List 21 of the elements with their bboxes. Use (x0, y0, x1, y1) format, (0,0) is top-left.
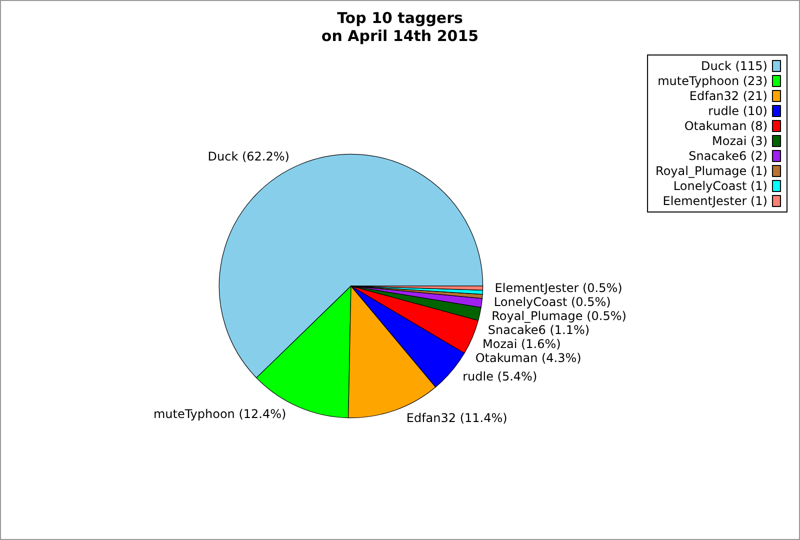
data-label: LonelyCoast (0.5%) (494, 295, 611, 310)
data-label: rudle (5.4%) (462, 370, 538, 384)
legend-label: Snacake6 (2) (688, 149, 768, 163)
legend-label: Edfan32 (21) (689, 89, 768, 103)
data-label: Royal_Plumage (0.5%) (492, 309, 626, 324)
legend-label: Royal_Plumage (1) (656, 164, 768, 178)
legend-label: Duck (115) (701, 59, 768, 73)
data-label: Duck (62.2%) (208, 149, 290, 164)
data-label: Otakuman (4.3%) (475, 351, 582, 366)
legend-label: LonelyCoast (1) (673, 179, 768, 193)
legend-label: muteTyphoon (23) (658, 74, 768, 88)
chart-title: Top 10 taggers on April 14th 2015 (321, 9, 479, 45)
legend-label: Mozai (3) (712, 134, 768, 148)
data-label: ElementJester (0.5%) (494, 281, 622, 296)
legend-label: ElementJester (1) (662, 194, 768, 208)
legend-label: Otakuman (8) (684, 119, 768, 133)
data-label: Edfan32 (11.4%) (406, 410, 508, 425)
legend-label: rudle (10) (708, 104, 768, 118)
data-label: Snacake6 (1.1%) (488, 323, 590, 338)
data-label: Mozai (1.6%) (482, 337, 561, 352)
data-label: muteTyphoon (12.4%) (153, 407, 286, 422)
